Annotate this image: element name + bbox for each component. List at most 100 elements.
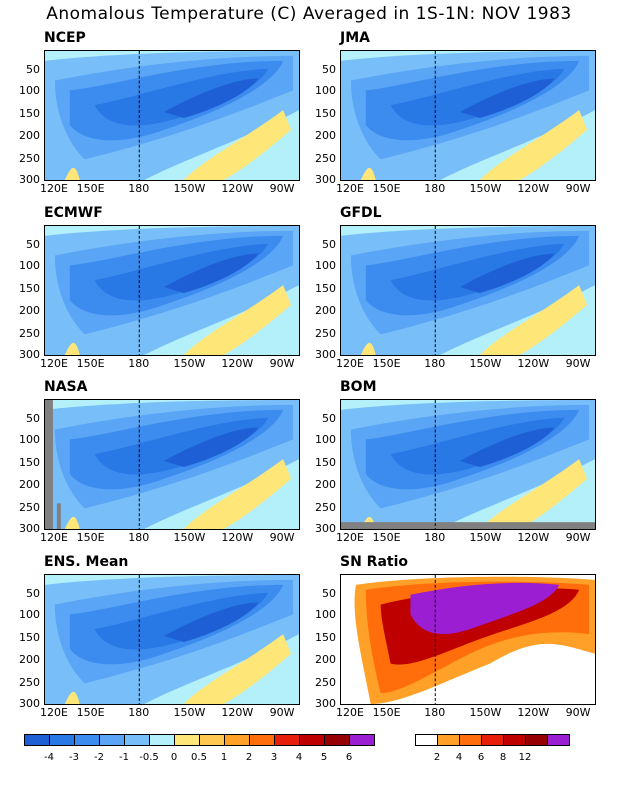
y-tick-label: 250 (19, 500, 40, 514)
x-tick-label: 90W (269, 182, 295, 195)
contour-region (460, 427, 555, 467)
x-tick-label: 180 (424, 531, 446, 544)
colorbar-label: 1 (220, 752, 228, 763)
colorbar-swatch (525, 734, 548, 746)
y-tick-label: 250 (315, 500, 336, 514)
x-tick-label: 150E (372, 357, 401, 370)
heatmap-plot (340, 50, 596, 181)
colorbar-swatch (174, 734, 200, 746)
contour-region (183, 110, 292, 180)
y-tick-label: 150 (315, 107, 336, 121)
contour-region (164, 78, 259, 118)
y-tick-label: 50 (322, 63, 336, 77)
contour-region (94, 68, 269, 126)
colorbar-swatch (24, 734, 50, 746)
x-tick-label: 120E (40, 531, 68, 544)
x-tick-label: 150W (173, 357, 206, 370)
y-tick-label: 100 (315, 84, 336, 98)
x-tick-label: 150E (76, 706, 105, 719)
x-tick-label: 150W (469, 182, 502, 195)
contour-region (460, 78, 555, 118)
y-tick-label: 200 (315, 304, 336, 318)
x-tick-label: 150E (372, 182, 401, 195)
x-tick-label: 150W (173, 706, 206, 719)
colorbar-label: 8 (499, 752, 507, 763)
y-tick-label: 200 (315, 653, 336, 667)
y-tick-label: 150 (19, 631, 40, 645)
y-tick-label: 250 (315, 151, 336, 165)
contour-region (45, 400, 53, 529)
panel-title: ECMWF (44, 205, 103, 221)
y-tick-label: 300 (315, 522, 336, 536)
y-tick-label: 100 (315, 433, 336, 447)
y-tick-label: 150 (19, 456, 40, 470)
x-tick-label: 120E (40, 706, 68, 719)
x-tick-label: 120W (221, 182, 254, 195)
panel-title: GFDL (340, 205, 382, 221)
x-tick-label: 90W (269, 706, 295, 719)
contour-region (64, 691, 80, 704)
y-tick-label: 250 (315, 675, 336, 689)
heatmap-plot (44, 50, 300, 181)
page-title: Anomalous Temperature (C) Averaged in 1S… (46, 4, 572, 24)
y-tick-label: 50 (322, 412, 336, 426)
x-tick-label: 120W (517, 357, 550, 370)
colorbar-swatch (415, 734, 438, 746)
y-tick-label: 50 (26, 587, 40, 601)
colorbar-swatch (249, 734, 275, 746)
contour-region (479, 285, 588, 355)
x-tick-label: 180 (424, 706, 446, 719)
y-tick-label: 300 (315, 697, 336, 711)
y-tick-label: 100 (19, 84, 40, 98)
panel-title: NCEP (44, 30, 86, 46)
y-tick-label: 50 (26, 412, 40, 426)
y-tick-label: 150 (19, 282, 40, 296)
x-tick-label: 90W (565, 706, 591, 719)
y-tick-label: 250 (19, 151, 40, 165)
colorbar-swatch (199, 734, 225, 746)
y-tick-label: 250 (315, 326, 336, 340)
colorbar-label: 0.5 (191, 752, 207, 763)
colorbar-swatch (547, 734, 570, 746)
colorbar-swatch (437, 734, 460, 746)
x-tick-label: 120W (221, 357, 254, 370)
y-tick-label: 50 (26, 238, 40, 252)
x-tick-label: 120E (336, 357, 364, 370)
colorbar-label: -1 (119, 752, 129, 763)
x-tick-label: 90W (269, 357, 295, 370)
y-tick-label: 200 (19, 478, 40, 492)
contour-region (183, 634, 292, 704)
x-tick-label: 150W (469, 706, 502, 719)
x-tick-label: 150E (372, 531, 401, 544)
heatmap-plot (44, 399, 300, 530)
y-tick-label: 150 (19, 107, 40, 121)
x-tick-label: 180 (424, 357, 446, 370)
colorbar-swatch (99, 734, 125, 746)
contour-region (64, 342, 80, 355)
contour-region (390, 68, 565, 126)
contour-region (64, 516, 80, 529)
y-tick-label: 50 (322, 587, 336, 601)
y-tick-label: 100 (315, 608, 336, 622)
colorbar-swatch (349, 734, 375, 746)
x-tick-label: 120W (221, 531, 254, 544)
contour-region (56, 503, 61, 529)
y-tick-label: 100 (315, 259, 336, 273)
y-tick-label: 200 (19, 653, 40, 667)
y-tick-label: 150 (315, 456, 336, 470)
colorbar-label: 4 (295, 752, 303, 763)
colorbar-swatch (503, 734, 526, 746)
x-tick-label: 180 (128, 182, 150, 195)
contour-region (183, 459, 292, 529)
contour-region (183, 285, 292, 355)
y-tick-label: 250 (19, 675, 40, 689)
contour-region (94, 417, 269, 475)
colorbar-label: 6 (345, 752, 353, 763)
colorbar-swatch (224, 734, 250, 746)
x-tick-label: 90W (565, 182, 591, 195)
y-tick-label: 300 (19, 173, 40, 187)
panel-title: SN Ratio (340, 554, 409, 570)
contour-region (64, 167, 80, 180)
colorbar-swatch (459, 734, 482, 746)
x-tick-label: 180 (128, 706, 150, 719)
